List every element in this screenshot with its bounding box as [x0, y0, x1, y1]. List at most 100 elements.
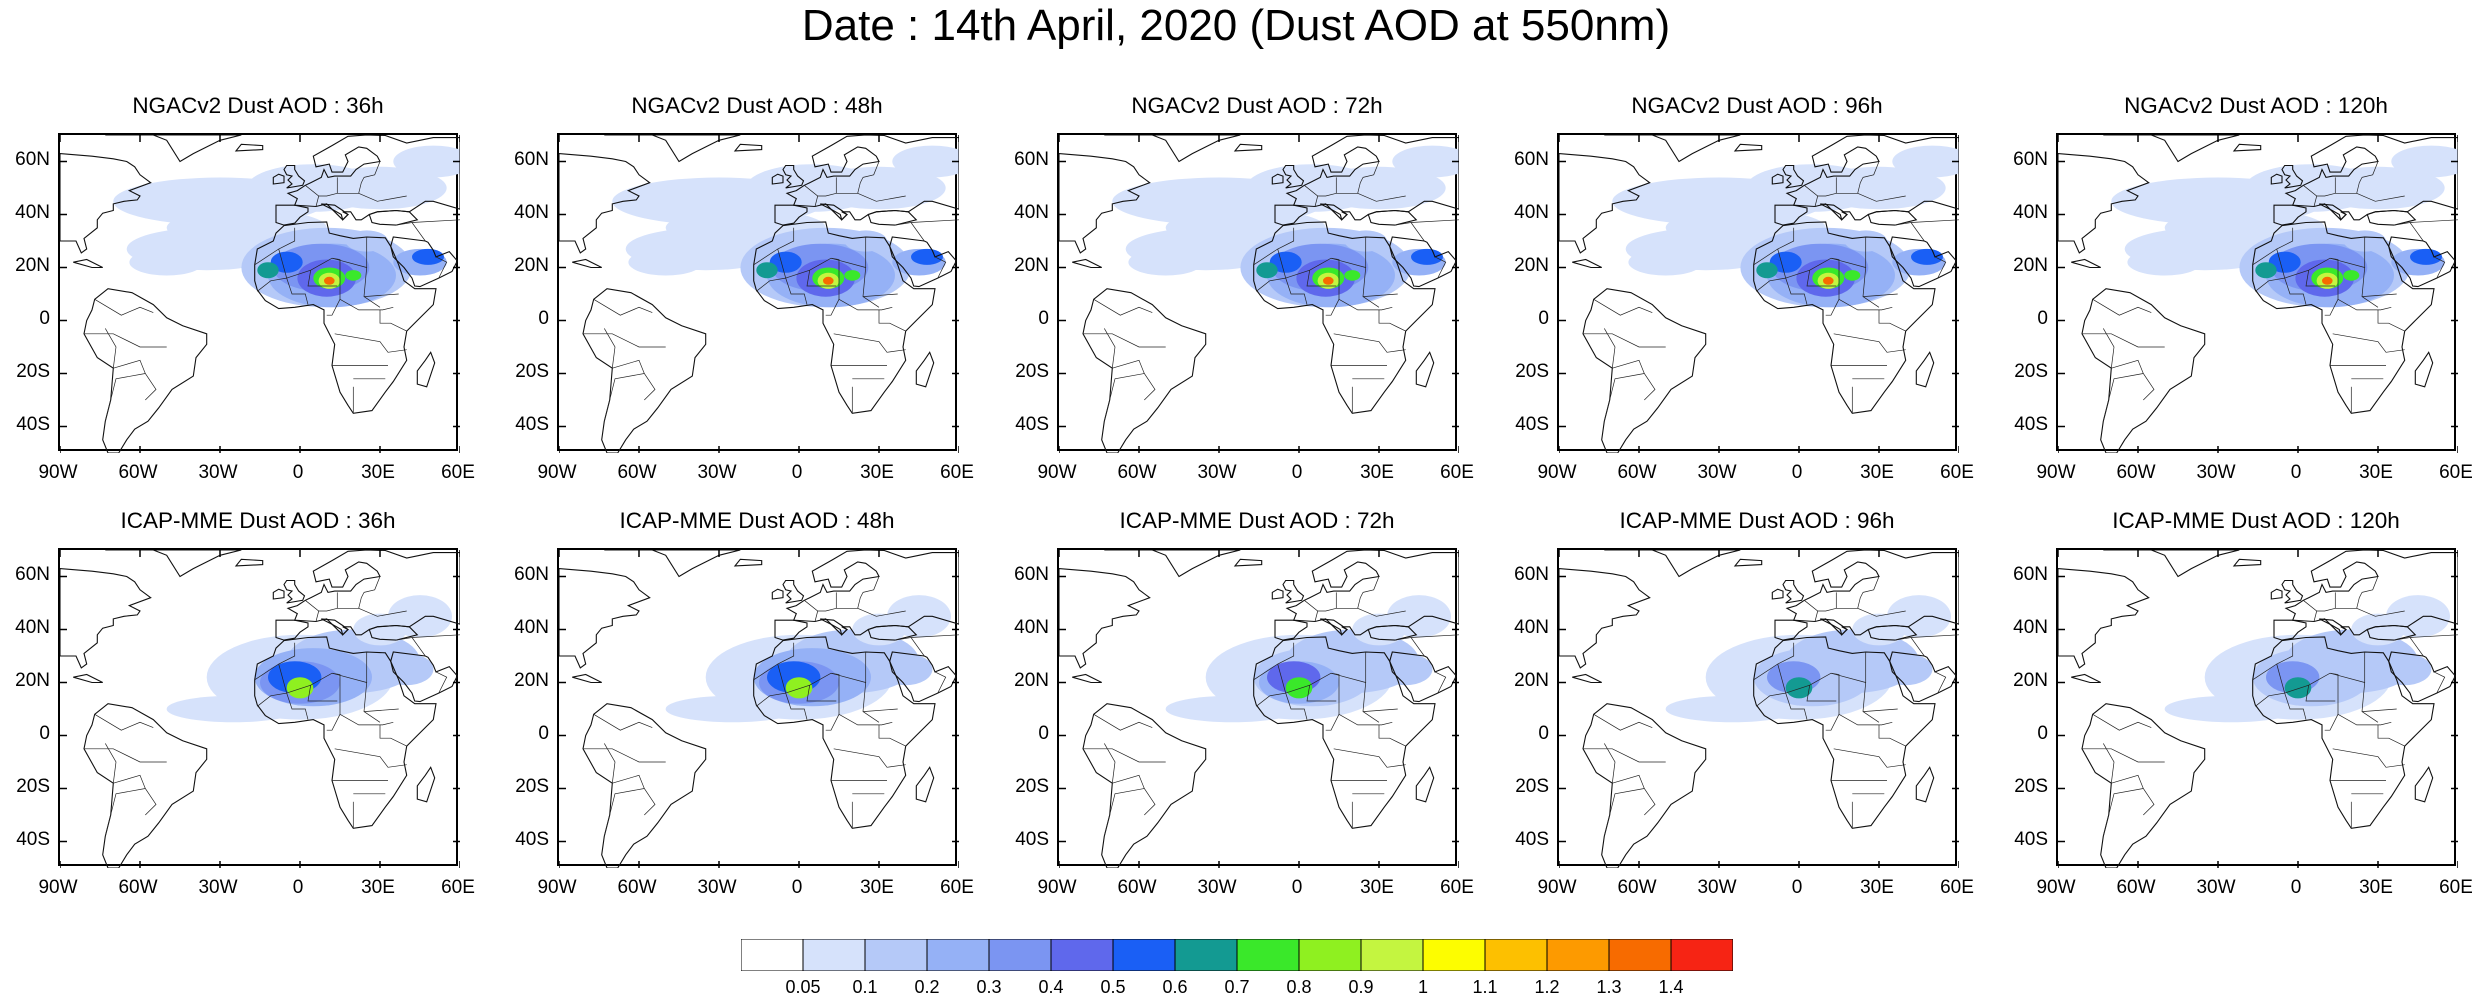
country-border — [1314, 195, 1319, 207]
x-tick-label: 60E — [1940, 877, 1974, 898]
x-tick-label: 60E — [1440, 462, 1474, 483]
coastline-iberia — [2273, 619, 2307, 641]
x-tick-label: 60W — [1617, 877, 1657, 898]
x-tick-label: 0 — [2290, 462, 2302, 483]
country-border — [1253, 642, 1295, 681]
dust-contour — [1256, 262, 1278, 279]
dust-contour — [2322, 276, 2333, 285]
country-border — [1103, 788, 1145, 837]
coastline-samerica — [1582, 288, 1707, 453]
dust-contour — [1911, 248, 1943, 265]
coastline-madagascar — [416, 351, 436, 388]
coastline-greenland — [105, 135, 242, 163]
dust-contour — [1892, 145, 1959, 178]
coastline-samerica — [1582, 703, 1707, 868]
country-border — [2111, 774, 2155, 816]
coastline-turkey — [1367, 624, 1418, 641]
panel-title: NGACv2 Dust AOD : 36h — [132, 93, 384, 118]
dust-contour — [1285, 677, 1313, 699]
x-tick-label: 0 — [791, 462, 803, 483]
colorbar-swatch — [1484, 938, 1548, 972]
country-border — [1603, 373, 1645, 422]
country-border — [934, 256, 947, 279]
country-border — [1910, 219, 1959, 223]
coastline-namerica — [1559, 153, 1651, 254]
country-border — [1112, 774, 1156, 816]
coastline-britain — [2281, 164, 2304, 189]
country-border — [2313, 610, 2318, 622]
colorbar-swatch — [1298, 938, 1362, 972]
country-border — [1806, 270, 1837, 287]
x-tick-label: 30W — [1197, 877, 1237, 898]
country-border — [257, 248, 288, 292]
colorbar-swatch — [1236, 938, 1300, 972]
country-border — [1833, 748, 1906, 768]
country-border — [1814, 610, 1819, 622]
colorbar-swatch — [1422, 938, 1486, 972]
dust-contour — [1785, 677, 1813, 699]
y-tick-label: 40N — [514, 616, 549, 638]
country-border — [2102, 743, 2115, 784]
country-border — [857, 192, 906, 202]
country-border — [104, 373, 146, 422]
y-tick-label: 60N — [514, 148, 549, 170]
x-tick-label: 60E — [441, 462, 475, 483]
country-border — [862, 576, 880, 593]
country-border — [1785, 277, 1808, 305]
coastline-britain — [1282, 579, 1305, 604]
coastline-ireland — [771, 173, 784, 185]
x-tick-label: 0 — [292, 877, 304, 898]
map-panel — [58, 548, 460, 868]
country-border — [2305, 685, 2336, 702]
x-tick-label: 60E — [441, 877, 475, 898]
country-border — [358, 607, 407, 617]
country-border — [830, 257, 893, 311]
coastline-iberia — [774, 619, 808, 641]
x-tick-label: 60E — [2439, 462, 2472, 483]
country-border — [334, 748, 407, 768]
x-tick-label: 30W — [198, 462, 238, 483]
country-border — [1878, 309, 1906, 332]
coastline-greenland — [1604, 550, 1741, 578]
dust-contour — [2268, 251, 2301, 273]
country-border — [1304, 592, 1364, 612]
coastline-europe — [1785, 135, 1959, 221]
country-border — [363, 708, 399, 712]
country-border — [2252, 642, 2294, 681]
map-panel — [557, 133, 959, 453]
x-tick-label: 60W — [118, 877, 158, 898]
dust-contour — [1665, 695, 1799, 723]
x-tick-label: 0 — [1791, 877, 1803, 898]
x-tick-label: 0 — [1791, 462, 1803, 483]
country-border — [305, 177, 365, 197]
country-border — [113, 774, 157, 816]
x-tick-label: 60W — [2116, 462, 2156, 483]
y-tick-label: 0 — [538, 722, 549, 744]
dust-aod-map — [1059, 135, 1459, 453]
x-tick-label: 30W — [2196, 462, 2236, 483]
country-border — [1857, 607, 1906, 617]
coastline-namerica — [60, 153, 152, 254]
colorbar-label: 0.4 — [1038, 977, 1064, 997]
coastline-cuba — [1572, 673, 1602, 684]
country-border — [806, 270, 837, 287]
dust-contour — [2410, 248, 2442, 265]
country-border — [315, 610, 320, 622]
coastline-turkey — [1867, 209, 1918, 226]
panel-title: NGACv2 Dust AOD : 96h — [1631, 93, 1883, 118]
coastline-europe — [1785, 550, 1959, 636]
coastline-samerica — [2081, 703, 2206, 868]
coastline-iberia — [1774, 619, 1808, 641]
y-tick-label: 40N — [2013, 616, 2048, 638]
y-tick-label: 20S — [2014, 360, 2048, 382]
dust-contour — [1769, 251, 1802, 273]
y-tick-label: 40N — [1014, 201, 1049, 223]
country-border — [603, 328, 616, 369]
country-border — [1357, 192, 1406, 202]
country-border — [1934, 256, 1947, 279]
y-tick-label: 20N — [1514, 254, 1549, 276]
dust-contour — [1392, 145, 1459, 178]
coastline-samerica — [582, 288, 707, 453]
panel-title: ICAP-MME Dust AOD : 120h — [2112, 508, 2400, 533]
coastline-greenland — [1104, 135, 1241, 163]
